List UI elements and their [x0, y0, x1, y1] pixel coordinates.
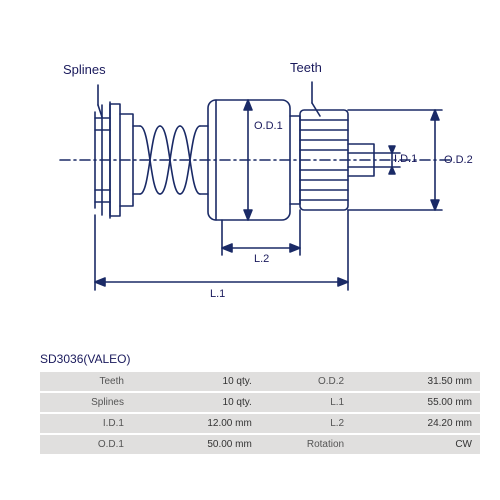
spec-val: 24.20 mm: [352, 413, 480, 434]
table-row: O.D.1 50.00 mm Rotation CW: [40, 434, 480, 454]
spec-key: I.D.1: [40, 413, 132, 434]
technical-drawing: [40, 30, 460, 330]
table-row: Teeth 10 qty. O.D.2 31.50 mm: [40, 372, 480, 392]
spec-key: O.D.1: [40, 434, 132, 454]
spec-key: L.2: [260, 413, 352, 434]
spec-key: Teeth: [40, 372, 132, 392]
table-row: I.D.1 12.00 mm L.2 24.20 mm: [40, 413, 480, 434]
od1-dim: O.D.1: [254, 120, 283, 132]
part-title: SD3036(VALEO): [40, 352, 131, 366]
table-row: Splines 10 qty. L.1 55.00 mm: [40, 392, 480, 413]
spec-table: Teeth 10 qty. O.D.2 31.50 mm Splines 10 …: [40, 372, 480, 454]
spec-val: 10 qty.: [132, 372, 260, 392]
l2-dim: L.2: [254, 253, 269, 265]
spec-key: Splines: [40, 392, 132, 413]
spec-val: 55.00 mm: [352, 392, 480, 413]
spec-key: L.1: [260, 392, 352, 413]
spec-val: 12.00 mm: [132, 413, 260, 434]
spec-key: O.D.2: [260, 372, 352, 392]
spec-val: 31.50 mm: [352, 372, 480, 392]
spec-val: 10 qty.: [132, 392, 260, 413]
spec-val: 50.00 mm: [132, 434, 260, 454]
od2-dim: O.D.2: [444, 154, 473, 166]
spec-key: Rotation: [260, 434, 352, 454]
spec-val: CW: [352, 434, 480, 454]
id1-dim: I.D.1: [394, 153, 417, 165]
l1-dim: L.1: [210, 288, 225, 300]
